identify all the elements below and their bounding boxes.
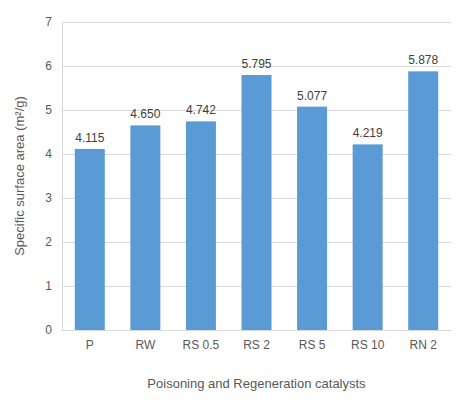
y-tick-label: 6 [45, 59, 52, 73]
bar [75, 149, 105, 330]
y-tick: 7 [45, 15, 451, 29]
data-label: 4.219 [353, 126, 383, 140]
y-tick-label: 7 [45, 15, 52, 29]
bar [130, 125, 160, 330]
data-label: 5.878 [408, 53, 438, 67]
data-label: 5.077 [297, 89, 327, 103]
data-label: 4.650 [130, 107, 160, 121]
bars [75, 71, 438, 330]
y-tick-label: 0 [45, 323, 52, 337]
grid-line [62, 22, 451, 23]
y-tick-label: 2 [45, 235, 52, 249]
data-labels: 4.115 4.650 4.742 5.795 5.077 4.219 5.878 [75, 53, 438, 145]
data-label: 4.742 [186, 103, 216, 117]
bar [186, 121, 216, 330]
y-axis-title: Specific surface area (m²/g) [12, 96, 27, 256]
bar [353, 144, 383, 330]
x-axis-line [63, 330, 452, 331]
y-tick-label: 3 [45, 191, 52, 205]
x-tick: RS 10 [351, 338, 385, 352]
x-tick: RS 2 [243, 338, 270, 352]
y-tick-label: 4 [45, 147, 52, 161]
x-tick-label: RN 2 [410, 338, 438, 352]
x-tick: RS 0.5 [183, 338, 220, 352]
x-tick: RS 5 [299, 338, 326, 352]
data-label: 5.795 [241, 57, 271, 71]
x-tick: P [86, 338, 94, 352]
y-tick-label: 1 [45, 279, 52, 293]
y-axis-line [62, 23, 63, 331]
chart: 01234567PRWRS 0.5RS 2RS 5RS 10RN 24.1154… [0, 0, 463, 408]
plot: 01234567PRWRS 0.5RS 2RS 5RS 10RN 24.1154… [45, 15, 451, 351]
y-tick-label: 5 [45, 103, 52, 117]
x-tick-label: P [86, 338, 94, 352]
bar [241, 75, 271, 330]
x-axis: P RW RS 0.5 RS 2 RS 5 RS 10 RN 2 [63, 331, 452, 352]
bar [297, 107, 327, 330]
bar [408, 71, 438, 330]
grid-line [62, 330, 451, 331]
x-tick-label: RS 10 [351, 338, 385, 352]
x-axis-title: Poisoning and Regeneration catalysts [147, 376, 366, 391]
x-tick-label: RW [135, 338, 155, 352]
data-label: 4.115 [75, 131, 104, 145]
x-tick-label: RS 2 [243, 338, 270, 352]
x-tick: RN 2 [410, 338, 438, 352]
x-tick: RW [135, 338, 155, 352]
x-tick-label: RS 5 [299, 338, 326, 352]
y-axis: 0 1 2 3 4 5 6 7 [45, 15, 451, 337]
x-tick-label: RS 0.5 [183, 338, 220, 352]
